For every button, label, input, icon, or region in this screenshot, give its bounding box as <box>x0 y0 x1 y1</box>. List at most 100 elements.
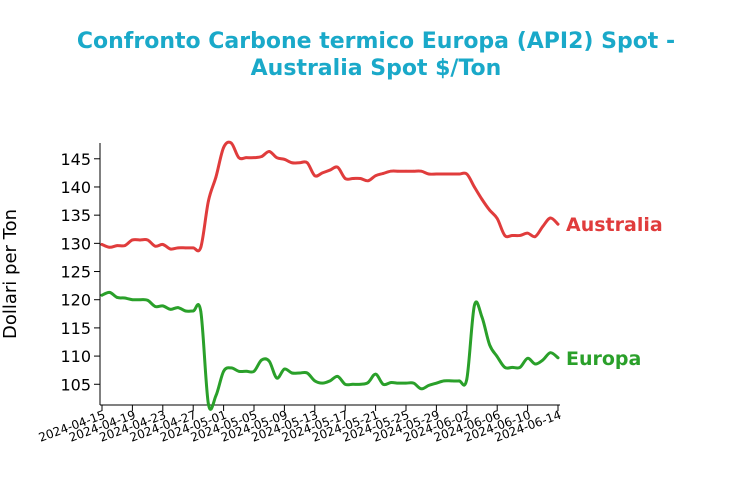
data-point-europa <box>465 377 469 381</box>
y-tick-label: 110 <box>60 347 91 366</box>
data-point-europa <box>343 382 347 386</box>
data-point-australia <box>298 161 301 165</box>
data-point-australia <box>518 234 522 237</box>
data-point-australia <box>229 141 233 145</box>
y-tick-label: 115 <box>60 319 91 338</box>
data-point-europa <box>495 355 499 358</box>
data-point-australia <box>541 225 545 228</box>
data-point-australia <box>100 243 104 246</box>
data-point-europa <box>260 358 263 362</box>
data-point-europa <box>336 375 339 378</box>
y-tick-label: 145 <box>60 150 91 169</box>
data-point-europa <box>115 296 119 299</box>
data-point-australia <box>397 169 400 173</box>
data-point-europa <box>267 359 271 363</box>
data-point-europa <box>252 370 256 373</box>
data-point-australia <box>153 244 157 248</box>
data-point-europa <box>153 305 157 308</box>
data-point-australia <box>495 217 499 220</box>
data-point-europa <box>473 304 476 307</box>
data-point-europa <box>237 370 241 373</box>
data-point-australia <box>450 172 453 176</box>
data-point-australia <box>526 231 529 235</box>
data-point-europa <box>222 370 225 373</box>
data-point-australia <box>412 169 415 173</box>
data-point-australia <box>442 172 446 176</box>
data-point-australia <box>381 172 385 175</box>
data-point-australia <box>214 175 218 179</box>
data-point-australia <box>222 146 225 149</box>
data-point-australia <box>237 156 241 159</box>
data-point-europa <box>549 351 552 355</box>
data-point-europa <box>131 298 134 302</box>
chart-title-line-1: Confronto Carbone termico Europa (API2) … <box>77 29 675 54</box>
data-point-australia <box>419 169 423 173</box>
axes: 1051101151201251301351401452024-04-15202… <box>37 143 563 445</box>
data-point-australia <box>480 198 484 201</box>
data-point-europa <box>442 379 446 383</box>
data-point-australia <box>549 216 552 220</box>
data-point-europa <box>176 306 180 309</box>
data-point-europa <box>381 382 385 386</box>
y-tick-label: 130 <box>60 234 91 253</box>
data-point-australia <box>115 244 119 247</box>
data-point-europa <box>457 379 461 383</box>
data-point-europa <box>366 381 370 384</box>
data-point-australia <box>245 156 248 159</box>
data-point-europa <box>321 381 324 385</box>
data-point-europa <box>556 356 560 360</box>
data-point-europa <box>298 371 301 375</box>
data-point-australia <box>457 172 461 176</box>
data-point-europa <box>389 381 393 384</box>
series-label-europa: Europa <box>566 348 641 370</box>
data-point-australia <box>199 245 203 249</box>
data-point-europa <box>404 381 408 385</box>
data-point-australia <box>267 150 271 153</box>
data-point-europa <box>526 357 529 360</box>
y-tick-label: 135 <box>60 206 91 225</box>
data-point-australia <box>290 161 294 165</box>
data-point-australia <box>146 238 149 242</box>
data-point-australia <box>176 246 180 250</box>
series-line-australia <box>100 140 560 253</box>
data-point-europa <box>207 402 210 406</box>
data-point-europa <box>100 293 104 297</box>
y-tick-label: 140 <box>60 178 91 197</box>
data-point-europa <box>518 366 522 369</box>
data-point-australia <box>359 177 362 180</box>
data-point-australia <box>191 246 195 250</box>
data-point-europa <box>533 362 537 366</box>
data-point-europa <box>488 343 491 347</box>
data-point-europa <box>283 367 286 371</box>
data-point-europa <box>541 358 545 362</box>
data-point-australia <box>488 208 491 212</box>
data-point-europa <box>290 371 294 375</box>
data-point-europa <box>427 384 431 387</box>
chart-title-line-2: Australia Spot $/Ton <box>251 56 502 81</box>
data-point-australia <box>321 171 324 175</box>
data-point-europa <box>412 381 415 385</box>
data-point-australia <box>435 172 438 176</box>
data-point-europa <box>108 291 111 294</box>
data-point-europa <box>450 379 453 383</box>
data-point-australia <box>161 243 165 246</box>
data-point-europa <box>123 296 127 300</box>
data-point-australia <box>427 172 431 176</box>
data-point-europa <box>169 308 172 311</box>
data-point-australia <box>336 165 339 169</box>
data-point-europa <box>328 379 332 383</box>
data-point-australia <box>511 234 514 237</box>
series-layer: Australia Europa <box>100 140 663 411</box>
data-point-europa <box>359 382 362 386</box>
data-point-europa <box>146 298 149 302</box>
series-label-australia: Australia <box>566 214 663 236</box>
y-tick-label: 105 <box>60 375 91 394</box>
data-point-australia <box>503 234 507 237</box>
data-point-australia <box>328 168 332 172</box>
data-point-australia <box>207 199 210 203</box>
data-point-europa <box>245 370 248 373</box>
data-point-australia <box>351 177 355 180</box>
data-point-australia <box>556 222 560 226</box>
data-point-europa <box>138 298 142 302</box>
